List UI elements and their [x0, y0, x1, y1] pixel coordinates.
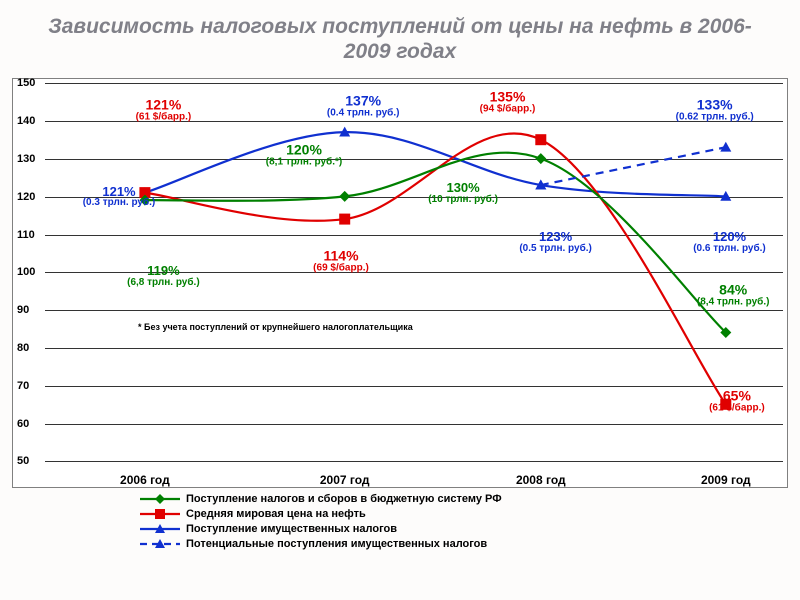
legend-label: Поступление налогов и сборов в бюджетную… — [186, 493, 502, 505]
annotation: 123%(0.5 трлн. руб.) — [519, 230, 592, 254]
annotation: 121%(61 $/барр.) — [136, 97, 192, 122]
legend-item: Средняя мировая цена на нефть — [140, 507, 660, 521]
chart-title: Зависимость налоговых поступлений от цен… — [0, 0, 800, 70]
chart-area: 50607080901001101201301401502006 год2007… — [12, 78, 788, 488]
legend-item: Поступление налогов и сборов в бюджетную… — [140, 492, 660, 506]
annotation: 121%(0.3 трлн. руб.) — [83, 185, 156, 209]
annotation: 119%(6,8 трлн. руб.) — [127, 264, 200, 288]
annotation: 133%(0.62 трлн. руб.) — [676, 97, 754, 122]
legend-label: Потенциальные поступления имущественных … — [186, 538, 487, 550]
footnote: * Без учета поступлений от крупнейшего н… — [138, 322, 413, 332]
legend-label: Средняя мировая цена на нефть — [186, 508, 366, 520]
legend-item: Потенциальные поступления имущественных … — [140, 537, 660, 551]
legend-item: Поступление имущественных налогов — [140, 522, 660, 536]
annotation: 114%(69 $/барр.) — [313, 248, 369, 273]
annotation: 130%(10 трлн. руб.) — [428, 181, 498, 205]
annotation: 120%(8,1 трлн. руб.*) — [266, 143, 342, 168]
legend: Поступление налогов и сборов в бюджетную… — [140, 492, 660, 551]
annotation: 84%(8,4 трлн. руб.) — [697, 282, 770, 307]
annotation: 135%(94 $/барр.) — [480, 90, 536, 115]
annotation: 120%(0.6 трлн. руб.) — [693, 230, 766, 254]
legend-label: Поступление имущественных налогов — [186, 523, 397, 535]
annotation: 137%(0.4 трлн. руб.) — [327, 93, 400, 118]
annotation: 65%(61 $/барр.) — [709, 388, 765, 413]
